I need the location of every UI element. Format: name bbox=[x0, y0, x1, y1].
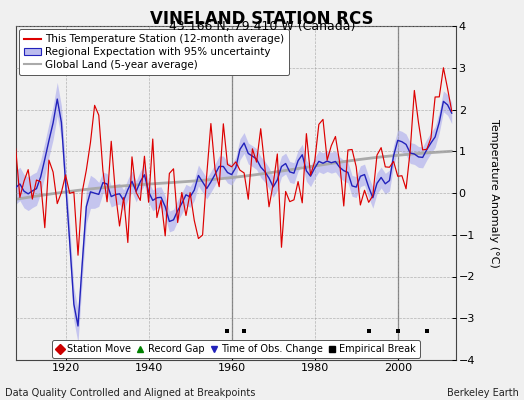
Text: VINELAND STATION RCS: VINELAND STATION RCS bbox=[150, 10, 374, 28]
Text: 43.166 N, 79.410 W (Canada): 43.166 N, 79.410 W (Canada) bbox=[169, 20, 355, 33]
Text: Berkeley Earth: Berkeley Earth bbox=[447, 388, 519, 398]
Y-axis label: Temperature Anomaly (°C): Temperature Anomaly (°C) bbox=[489, 119, 499, 267]
Text: Data Quality Controlled and Aligned at Breakpoints: Data Quality Controlled and Aligned at B… bbox=[5, 388, 256, 398]
Legend: Station Move, Record Gap, Time of Obs. Change, Empirical Break: Station Move, Record Gap, Time of Obs. C… bbox=[52, 340, 420, 358]
